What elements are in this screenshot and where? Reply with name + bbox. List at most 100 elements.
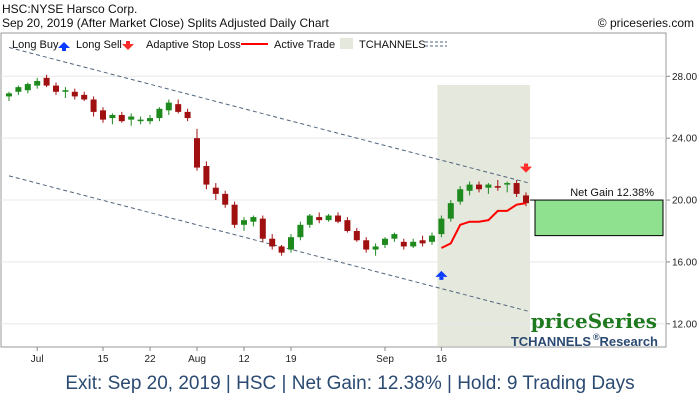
candle bbox=[457, 186, 464, 205]
candle-body bbox=[100, 110, 106, 120]
x-tick-label: 12 bbox=[238, 354, 250, 365]
candle bbox=[438, 215, 445, 238]
legend-long-buy: Long Buy bbox=[12, 39, 59, 51]
net-gain-label: Net Gain 12.38% bbox=[570, 187, 654, 199]
chart-subtitle: Sep 20, 2019 (After Market Close) Splits… bbox=[2, 16, 329, 30]
candle bbox=[410, 238, 417, 249]
candle-body bbox=[165, 102, 172, 111]
candle bbox=[363, 237, 370, 253]
candle-body bbox=[513, 183, 520, 194]
priceseries-logo: priceSeries bbox=[531, 309, 657, 333]
candle-body bbox=[316, 217, 323, 221]
candle-body bbox=[203, 166, 210, 185]
candle bbox=[90, 96, 97, 117]
candle-body bbox=[391, 234, 398, 239]
candle-body bbox=[137, 119, 144, 122]
candle-body bbox=[382, 238, 388, 245]
x-tick-label: Jul bbox=[31, 354, 44, 365]
candle-body bbox=[400, 241, 407, 247]
candle bbox=[466, 181, 473, 196]
candle bbox=[241, 217, 247, 231]
candle-body bbox=[147, 118, 153, 122]
candle bbox=[353, 227, 360, 242]
candle-body bbox=[194, 138, 200, 168]
candle-body bbox=[34, 80, 41, 86]
candle bbox=[335, 212, 341, 224]
x-tick-label: 22 bbox=[144, 354, 156, 365]
candle-body bbox=[71, 91, 78, 97]
candle bbox=[194, 128, 200, 171]
candle bbox=[203, 161, 210, 190]
candle-body bbox=[344, 220, 351, 231]
candle bbox=[485, 183, 492, 194]
candle-body bbox=[523, 195, 529, 204]
candle bbox=[118, 111, 125, 123]
candle bbox=[128, 113, 135, 126]
candle bbox=[109, 113, 116, 125]
candle-body bbox=[231, 204, 238, 225]
candle bbox=[184, 108, 191, 122]
y-tick-label: 28.00 bbox=[672, 72, 697, 83]
trade-summary-footer: Exit: Sep 20, 2019 | HSC | Net Gain: 12.… bbox=[65, 373, 635, 394]
x-tick-label: 19 bbox=[285, 354, 297, 365]
net-gain-box bbox=[534, 199, 664, 237]
candle bbox=[400, 238, 407, 250]
x-tick-label: Sep bbox=[376, 354, 394, 365]
candle bbox=[165, 99, 172, 115]
candle bbox=[391, 232, 398, 242]
candle bbox=[231, 201, 238, 228]
candle-body bbox=[43, 77, 50, 86]
candle-body bbox=[429, 235, 435, 242]
candle-body bbox=[466, 184, 473, 191]
candle-body bbox=[118, 114, 125, 122]
candle-body bbox=[109, 114, 116, 119]
channel-lower-line bbox=[8, 175, 530, 312]
x-tick-label: Aug bbox=[188, 354, 206, 365]
candle-body bbox=[6, 93, 12, 97]
down-arrow-icon bbox=[122, 44, 134, 50]
plot-frame bbox=[0, 32, 667, 348]
candle bbox=[504, 181, 511, 193]
candle-body bbox=[363, 240, 370, 250]
y-tick-label: 24.00 bbox=[672, 134, 697, 145]
candle bbox=[24, 82, 31, 94]
candle bbox=[447, 200, 454, 222]
candle bbox=[147, 114, 153, 125]
candle bbox=[250, 215, 257, 227]
research-brand-text: Research bbox=[599, 334, 658, 349]
price-chart: Net Gain 12.38% 12.00 16.00 20.00 24.00 28.0… bbox=[0, 32, 697, 365]
candle-body bbox=[175, 104, 182, 112]
legend-long-sell: Long Sell bbox=[76, 39, 122, 51]
candle-body bbox=[90, 99, 97, 112]
candle-body bbox=[259, 218, 266, 239]
candle-body bbox=[485, 184, 492, 188]
candle-body bbox=[419, 240, 426, 244]
candle bbox=[259, 215, 266, 242]
candle bbox=[429, 232, 435, 245]
candle bbox=[494, 179, 501, 191]
candle-body bbox=[53, 85, 59, 92]
channel-upper-line bbox=[8, 46, 530, 184]
tchannels-brand-text: TCHANNELS bbox=[511, 334, 591, 349]
registered-mark: ® bbox=[593, 332, 600, 342]
candle bbox=[278, 244, 285, 256]
down-arrow-stem-icon bbox=[126, 41, 130, 44]
candle bbox=[43, 74, 50, 88]
candle-body bbox=[447, 203, 454, 219]
sell-arrow-stem bbox=[524, 163, 528, 167]
candle-body bbox=[278, 246, 285, 253]
candle-body bbox=[250, 217, 257, 222]
legend-active-swatch bbox=[340, 38, 353, 49]
y-tick-label: 20.00 bbox=[672, 196, 697, 207]
candle bbox=[100, 107, 106, 123]
adaptive-stop-line bbox=[440, 202, 527, 249]
candle bbox=[53, 82, 59, 95]
candle bbox=[476, 181, 482, 193]
candle-body bbox=[476, 184, 482, 190]
candle-body bbox=[222, 193, 229, 205]
candle-body bbox=[372, 246, 379, 250]
candle bbox=[288, 234, 294, 253]
candle bbox=[372, 243, 379, 256]
y-tick-label: 12.00 bbox=[672, 319, 697, 330]
candle bbox=[6, 91, 12, 102]
